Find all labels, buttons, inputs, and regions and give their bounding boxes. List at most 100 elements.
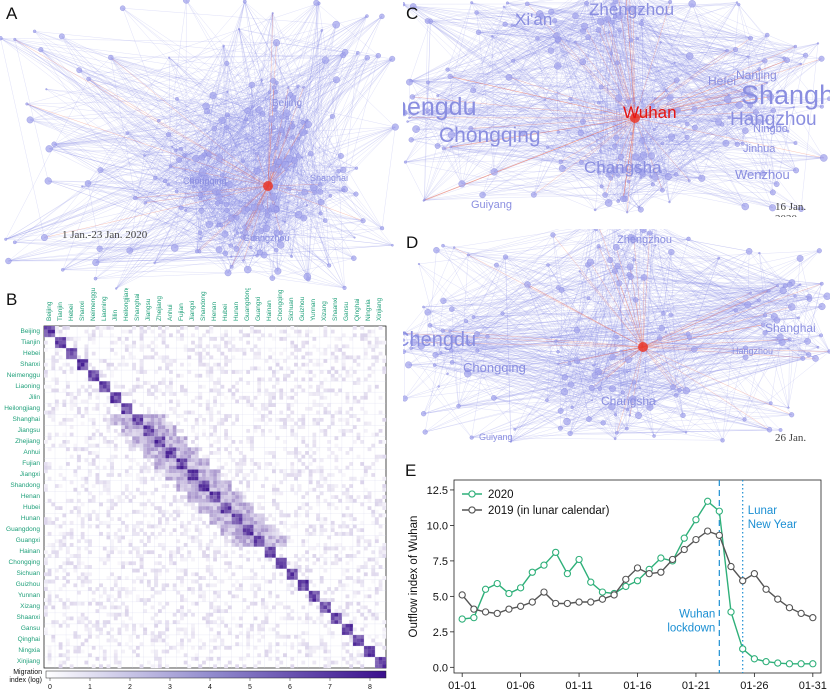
network-edge xyxy=(308,30,323,279)
network-edge xyxy=(513,60,628,213)
network-edge xyxy=(494,121,583,173)
network-node xyxy=(219,200,223,205)
network-edge xyxy=(442,245,636,301)
heatmap-cell xyxy=(161,381,166,385)
network-edge xyxy=(216,60,326,227)
network-edge xyxy=(411,139,438,147)
network-edge xyxy=(544,99,629,103)
network-node xyxy=(432,363,437,367)
network-edge xyxy=(88,78,258,256)
network-edge xyxy=(168,57,277,149)
network-edge-wuhan xyxy=(557,40,636,119)
network-edge xyxy=(5,197,136,240)
network-edge xyxy=(193,186,228,211)
network-node xyxy=(644,371,647,374)
network-edge xyxy=(651,55,806,105)
network-edge-wuhan xyxy=(267,160,295,187)
network-edge xyxy=(305,121,344,171)
network-edge xyxy=(505,256,578,361)
network-edge xyxy=(557,34,768,67)
network-edge xyxy=(514,387,592,430)
heatmap-cell xyxy=(51,406,56,411)
network-edge xyxy=(601,39,632,187)
heatmap-cell xyxy=(305,329,309,334)
heatmap-cell xyxy=(308,392,313,396)
network-edge xyxy=(279,79,337,242)
network-node xyxy=(471,315,476,319)
network-edge xyxy=(226,127,309,280)
network-node xyxy=(5,257,12,265)
heatmap-cell xyxy=(69,337,74,341)
network-edge xyxy=(320,57,368,203)
network-edge xyxy=(202,13,273,173)
network-node xyxy=(632,380,637,385)
network-edge xyxy=(632,320,778,400)
network-edge xyxy=(199,55,344,233)
network-edge-wuhan xyxy=(642,338,790,348)
network-node xyxy=(597,386,603,391)
network-edge xyxy=(430,13,540,22)
network-edge xyxy=(617,232,650,267)
heatmap-cell xyxy=(95,373,100,378)
network-edge xyxy=(643,229,746,358)
network-edge xyxy=(646,0,749,57)
network-edge xyxy=(581,143,663,163)
network-node xyxy=(403,2,406,7)
network-edge xyxy=(135,165,277,199)
network-edge xyxy=(95,255,258,279)
network-edge xyxy=(473,256,506,318)
network-edge xyxy=(165,171,203,182)
network-edge xyxy=(204,189,308,277)
network-edge xyxy=(551,306,823,338)
network-edge xyxy=(547,264,623,393)
network-edge xyxy=(628,110,774,182)
network-edge xyxy=(87,157,202,184)
network-node xyxy=(602,192,608,198)
network-edge xyxy=(238,28,296,160)
network-edge xyxy=(435,284,801,356)
network-edge xyxy=(551,299,810,338)
network-edge xyxy=(435,296,828,356)
network-edge xyxy=(564,377,568,422)
network-edge xyxy=(476,333,616,439)
network-edge xyxy=(257,80,262,172)
network-edge xyxy=(478,32,748,57)
network-node xyxy=(743,345,748,351)
network-edge xyxy=(560,94,744,162)
network-edge xyxy=(564,296,810,378)
network-node xyxy=(354,166,359,170)
heatmap-cell xyxy=(224,370,228,374)
network-node xyxy=(353,236,356,239)
heatmap-cell xyxy=(124,337,129,341)
network-edge xyxy=(582,61,642,102)
heatmap-cell xyxy=(312,344,317,349)
heatmap-cell xyxy=(334,377,339,382)
heatmap-cell xyxy=(378,326,383,330)
heatmap-cell xyxy=(341,333,346,338)
network-edge xyxy=(582,105,740,122)
network-edge xyxy=(5,15,368,240)
network-edge xyxy=(677,109,727,144)
network-edge xyxy=(623,229,778,286)
network-edge xyxy=(408,229,577,366)
network-edge xyxy=(168,184,236,217)
network-edge xyxy=(273,87,292,257)
network-edge xyxy=(641,97,671,102)
network-node xyxy=(294,210,303,219)
heatmap-cell xyxy=(124,344,129,349)
network-node xyxy=(156,119,161,123)
network-edge xyxy=(251,84,357,195)
network-edge xyxy=(451,134,777,185)
network-edge xyxy=(591,229,611,388)
network-edge xyxy=(461,46,796,185)
network-edge xyxy=(616,247,748,305)
network-edge xyxy=(608,49,736,204)
network-node xyxy=(766,93,775,101)
network-edge xyxy=(598,62,675,104)
network-edge xyxy=(638,0,690,181)
network-node xyxy=(199,237,202,240)
network-edge xyxy=(276,59,326,93)
network-edge xyxy=(40,49,136,199)
network-edge xyxy=(660,0,806,56)
network-edge xyxy=(95,155,341,263)
